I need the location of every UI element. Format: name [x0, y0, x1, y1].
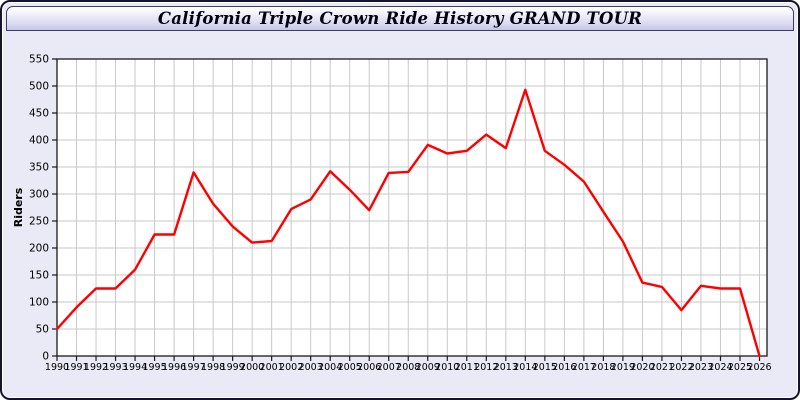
svg-text:2020: 2020: [630, 362, 654, 373]
svg-text:2025: 2025: [728, 362, 752, 373]
svg-text:100: 100: [29, 297, 49, 309]
svg-text:2000: 2000: [240, 362, 264, 373]
svg-text:2012: 2012: [474, 362, 498, 373]
svg-text:1998: 1998: [201, 362, 225, 373]
svg-text:350: 350: [29, 162, 49, 174]
svg-text:1995: 1995: [142, 362, 166, 373]
svg-text:550: 550: [29, 54, 49, 66]
svg-text:400: 400: [29, 135, 49, 147]
svg-text:2026: 2026: [747, 362, 771, 373]
svg-text:2003: 2003: [299, 362, 323, 373]
y-tick-labels: 0 50 100 150 200 250 300 350 400 450 500 550: [29, 54, 49, 363]
svg-text:2023: 2023: [689, 362, 713, 373]
svg-text:250: 250: [29, 216, 49, 228]
svg-text:2018: 2018: [591, 362, 615, 373]
svg-text:500: 500: [29, 81, 49, 93]
svg-text:2008: 2008: [396, 362, 420, 373]
svg-text:2007: 2007: [377, 362, 401, 373]
svg-text:1993: 1993: [103, 362, 127, 373]
svg-text:2016: 2016: [552, 362, 576, 373]
svg-text:1991: 1991: [64, 362, 88, 373]
title-bar: California Triple Crown Ride History GRA…: [6, 6, 794, 31]
svg-text:1990: 1990: [45, 362, 69, 373]
svg-text:50: 50: [36, 324, 49, 336]
svg-text:200: 200: [29, 243, 49, 255]
svg-text:2013: 2013: [494, 362, 518, 373]
svg-text:2014: 2014: [513, 362, 537, 373]
svg-text:1992: 1992: [84, 362, 108, 373]
plot-border: [56, 58, 768, 357]
svg-text:2009: 2009: [416, 362, 440, 373]
svg-text:2002: 2002: [279, 362, 303, 373]
data-line: [55, 88, 761, 358]
axis-ticks: [52, 58, 761, 361]
svg-text:2011: 2011: [455, 362, 479, 373]
page-title: California Triple Crown Ride History GRA…: [157, 9, 643, 28]
plot-background: [57, 59, 767, 356]
svg-text:2017: 2017: [572, 362, 596, 373]
svg-text:2019: 2019: [611, 362, 635, 373]
chart-area: 0 50 100 150 200 250 300 350 400 450 500 550 1990 199…: [2, 31, 798, 398]
svg-text:2001: 2001: [260, 362, 284, 373]
svg-text:2006: 2006: [357, 362, 381, 373]
svg-text:150: 150: [29, 270, 49, 282]
svg-text:1997: 1997: [182, 362, 206, 373]
svg-text:300: 300: [29, 189, 49, 201]
svg-text:0: 0: [42, 351, 49, 363]
svg-text:2021: 2021: [650, 362, 674, 373]
y-axis-title: Riders: [12, 187, 25, 227]
svg-text:2024: 2024: [708, 362, 732, 373]
svg-text:2010: 2010: [435, 362, 459, 373]
svg-text:1999: 1999: [221, 362, 245, 373]
svg-text:2022: 2022: [669, 362, 693, 373]
svg-text:2005: 2005: [338, 362, 362, 373]
svg-text:450: 450: [29, 108, 49, 120]
svg-text:1996: 1996: [162, 362, 186, 373]
line-chart: 0501001502002503003504004505005501990199…: [12, 54, 772, 374]
x-tick-labels: 1990199119921993199419951996199719981999…: [45, 362, 772, 373]
svg-text:1994: 1994: [123, 362, 147, 373]
svg-text:2015: 2015: [533, 362, 557, 373]
svg-text:2004: 2004: [318, 362, 342, 373]
